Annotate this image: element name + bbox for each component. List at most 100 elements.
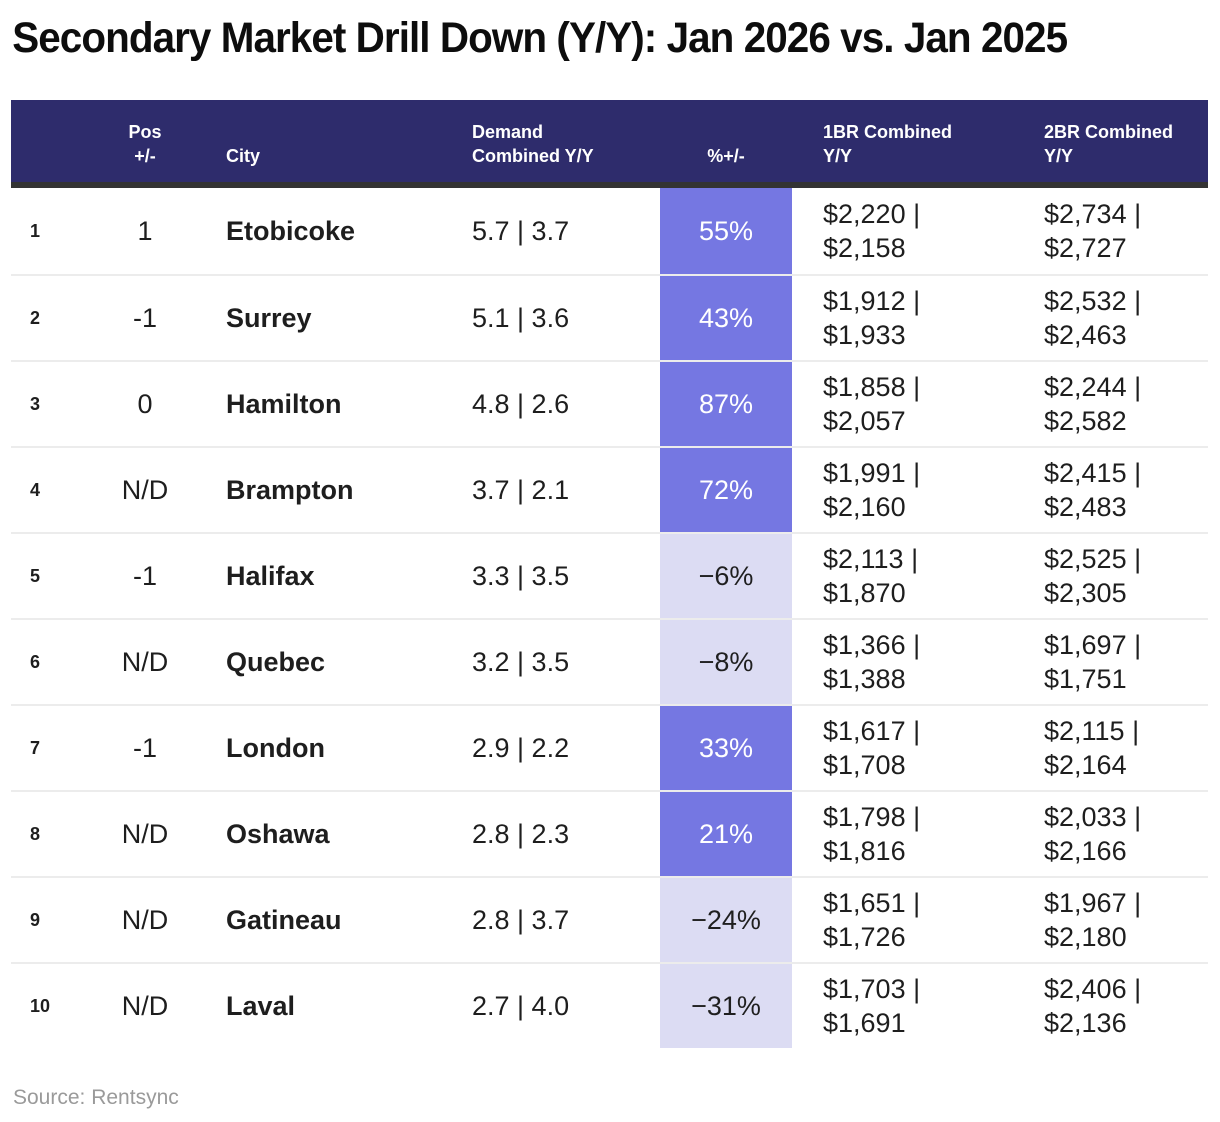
pct-change-badge: −31% bbox=[660, 964, 792, 1048]
br1-line2: $2,160 bbox=[823, 492, 906, 522]
br1-line2: $1,708 bbox=[823, 750, 906, 780]
demand-combined-value: 2.7 | 4.0 bbox=[472, 990, 570, 1021]
br2-line2: $2,463 bbox=[1044, 320, 1127, 350]
pos-change-value: -1 bbox=[132, 302, 157, 333]
header-rank bbox=[11, 168, 90, 182]
city-name: Gatineau bbox=[226, 904, 342, 935]
pos-change-value: N/D bbox=[121, 646, 169, 677]
br1-line2: $2,158 bbox=[823, 233, 906, 263]
city-name: Laval bbox=[226, 990, 296, 1021]
row-rank: 3 bbox=[30, 393, 41, 414]
br1-combined-value: $2,113 | $1,870 bbox=[792, 542, 1013, 610]
br2-combined-value: $2,115 | $2,164 bbox=[1013, 714, 1208, 782]
pos-change-value: N/D bbox=[121, 474, 169, 505]
br1-line1: $1,798 | bbox=[823, 802, 921, 832]
pct-change-badge: 33% bbox=[660, 706, 792, 790]
row-rank: 4 bbox=[30, 479, 41, 500]
demand-combined-value: 5.1 | 3.6 bbox=[472, 302, 570, 333]
pos-change-value: 0 bbox=[137, 388, 153, 419]
br2-line2: $2,180 bbox=[1044, 922, 1127, 952]
br2-line2: $2,305 bbox=[1044, 578, 1127, 608]
br1-line2: $1,388 bbox=[823, 664, 906, 694]
table-header-row: Pos +/- City Demand Combined Y/Y %+/- 1B… bbox=[11, 100, 1208, 188]
br2-line2: $2,164 bbox=[1044, 750, 1127, 780]
table-row: 2 -1 Surrey 5.1 | 3.6 43% $1,912 | $1,93… bbox=[11, 274, 1208, 360]
br2-line2: $2,483 bbox=[1044, 492, 1127, 522]
demand-combined-value: 4.8 | 2.6 bbox=[472, 388, 570, 419]
header-2br-combined: 2BR Combined Y/Y bbox=[1044, 122, 1174, 166]
table-row: 8 N/D Oshawa 2.8 | 2.3 21% $1,798 | $1,8… bbox=[11, 790, 1208, 876]
row-rank: 5 bbox=[30, 565, 41, 586]
br1-line2: $1,691 bbox=[823, 1008, 906, 1038]
br2-line1: $2,244 | bbox=[1044, 372, 1142, 402]
br2-combined-value: $2,033 | $2,166 bbox=[1013, 800, 1208, 868]
city-name: London bbox=[226, 732, 325, 763]
header-pct-change: %+/- bbox=[707, 146, 745, 166]
row-rank: 1 bbox=[30, 220, 41, 241]
br1-line2: $1,933 bbox=[823, 320, 906, 350]
source-caption: Source: Rentsync bbox=[13, 1086, 179, 1109]
br1-line1: $1,858 | bbox=[823, 372, 921, 402]
br1-line1: $1,651 | bbox=[823, 888, 921, 918]
pos-change-value: N/D bbox=[121, 818, 169, 849]
br1-line1: $1,703 | bbox=[823, 974, 921, 1004]
br2-line1: $2,033 | bbox=[1044, 802, 1142, 832]
row-rank: 8 bbox=[30, 823, 41, 844]
br2-combined-value: $2,532 | $2,463 bbox=[1013, 284, 1208, 352]
br2-combined-value: $2,734 | $2,727 bbox=[1013, 197, 1208, 265]
table-row: 5 -1 Halifax 3.3 | 3.5 −6% $2,113 | $1,8… bbox=[11, 532, 1208, 618]
city-name: Hamilton bbox=[226, 388, 342, 419]
pct-change-badge: 43% bbox=[660, 276, 792, 360]
header-demand: Demand Combined Y/Y bbox=[472, 122, 594, 166]
city-name: Quebec bbox=[226, 646, 326, 677]
city-name: Brampton bbox=[226, 474, 354, 505]
demand-combined-value: 3.7 | 2.1 bbox=[472, 474, 570, 505]
br1-combined-value: $2,220 | $2,158 bbox=[792, 197, 1013, 265]
pct-change-badge: 21% bbox=[660, 792, 792, 876]
city-name: Oshawa bbox=[226, 818, 330, 849]
header-1br-combined: 1BR Combined Y/Y bbox=[823, 122, 953, 166]
pct-change-badge: 72% bbox=[660, 448, 792, 532]
br2-line1: $2,115 | bbox=[1044, 716, 1140, 746]
pos-change-value: -1 bbox=[132, 560, 157, 591]
br2-combined-value: $2,415 | $2,483 bbox=[1013, 456, 1208, 524]
br2-combined-value: $1,697 | $1,751 bbox=[1013, 628, 1208, 696]
table-row: 7 -1 London 2.9 | 2.2 33% $1,617 | $1,70… bbox=[11, 704, 1208, 790]
city-name: Etobicoke bbox=[226, 215, 356, 246]
pos-change-value: N/D bbox=[121, 904, 169, 935]
br1-line2: $1,816 bbox=[823, 836, 906, 866]
row-rank: 6 bbox=[30, 651, 41, 672]
table-row: 4 N/D Brampton 3.7 | 2.1 72% $1,991 | $2… bbox=[11, 446, 1208, 532]
page-title: Secondary Market Drill Down (Y/Y): Jan 2… bbox=[12, 14, 1068, 62]
br1-line1: $1,617 | bbox=[823, 716, 921, 746]
table-row: 9 N/D Gatineau 2.8 | 3.7 −24% $1,651 | $… bbox=[11, 876, 1208, 962]
pos-change-value: 1 bbox=[137, 215, 153, 246]
table-row: 6 N/D Quebec 3.2 | 3.5 −8% $1,366 | $1,3… bbox=[11, 618, 1208, 704]
br1-combined-value: $1,991 | $2,160 bbox=[792, 456, 1013, 524]
row-rank: 2 bbox=[30, 307, 41, 328]
br2-line1: $1,967 | bbox=[1044, 888, 1142, 918]
br1-combined-value: $1,651 | $1,726 bbox=[792, 886, 1013, 954]
br2-combined-value: $2,525 | $2,305 bbox=[1013, 542, 1208, 610]
demand-combined-value: 3.2 | 3.5 bbox=[472, 646, 570, 677]
br1-line1: $1,991 | bbox=[823, 458, 921, 488]
br1-combined-value: $1,366 | $1,388 bbox=[792, 628, 1013, 696]
table-body: 1 1 Etobicoke 5.7 | 3.7 55% $2,220 | $2,… bbox=[11, 188, 1208, 1048]
drilldown-table: Pos +/- City Demand Combined Y/Y %+/- 1B… bbox=[11, 100, 1208, 1048]
pos-change-value: N/D bbox=[121, 990, 169, 1021]
br2-line1: $2,734 | bbox=[1044, 199, 1142, 229]
demand-combined-value: 2.8 | 3.7 bbox=[472, 904, 570, 935]
br2-line1: $2,532 | bbox=[1044, 286, 1142, 316]
br2-line2: $2,136 bbox=[1044, 1008, 1127, 1038]
br1-line1: $1,366 | bbox=[823, 630, 921, 660]
br1-combined-value: $1,858 | $2,057 bbox=[792, 370, 1013, 438]
br2-line1: $1,697 | bbox=[1044, 630, 1142, 660]
pos-change-value: -1 bbox=[132, 732, 157, 763]
br2-line1: $2,525 | bbox=[1044, 544, 1142, 574]
br1-combined-value: $1,703 | $1,691 bbox=[792, 972, 1013, 1040]
br2-line2: $1,751 bbox=[1044, 664, 1127, 694]
br2-line2: $2,582 bbox=[1044, 406, 1127, 436]
table-row: 3 0 Hamilton 4.8 | 2.6 87% $1,858 | $2,0… bbox=[11, 360, 1208, 446]
row-rank: 10 bbox=[30, 995, 51, 1016]
br2-combined-value: $2,406 | $2,136 bbox=[1013, 972, 1208, 1040]
